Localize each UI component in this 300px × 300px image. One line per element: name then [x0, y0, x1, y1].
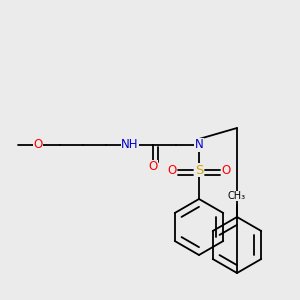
Text: NH: NH	[121, 139, 139, 152]
Text: S: S	[195, 164, 203, 176]
Text: O: O	[221, 164, 231, 176]
Text: CH₃: CH₃	[228, 191, 246, 201]
Text: N: N	[195, 139, 203, 152]
Text: O: O	[33, 139, 43, 152]
Text: O: O	[148, 160, 158, 173]
Text: O: O	[167, 164, 177, 176]
